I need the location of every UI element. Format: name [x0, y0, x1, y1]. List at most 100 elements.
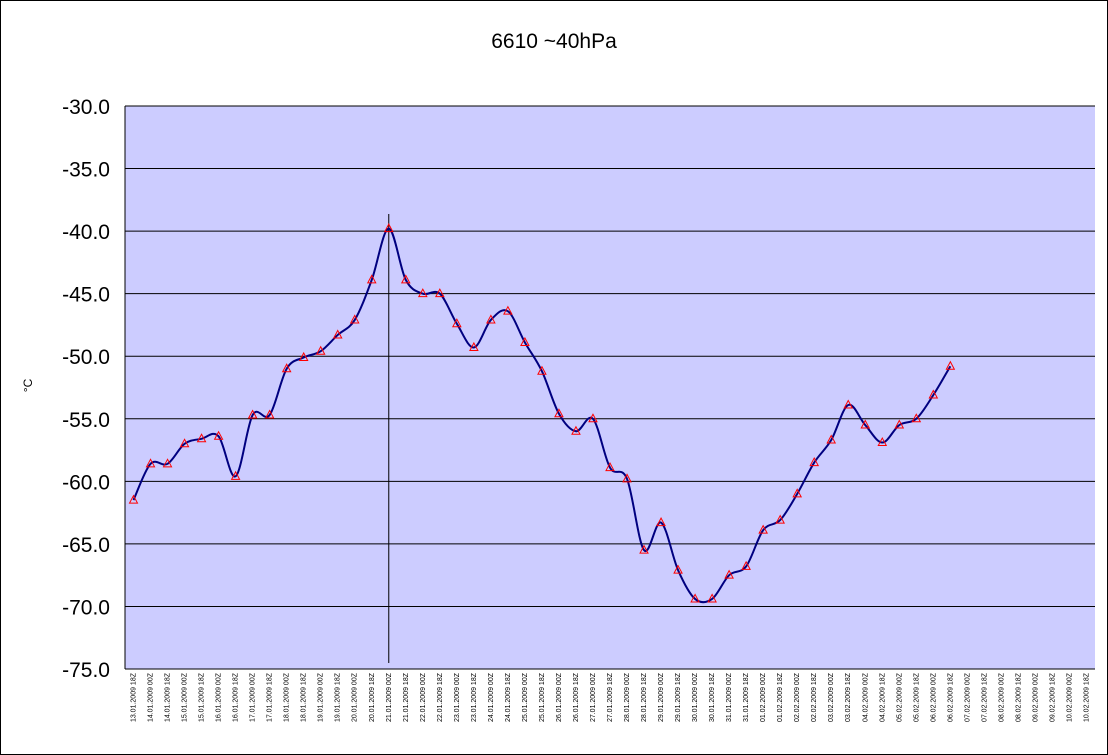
x-tick-label: 26.01.2009 00Z: [556, 672, 563, 722]
data-point: [792, 488, 803, 498]
y-tick-label: -30.0: [62, 96, 110, 119]
x-tick-label: 26.01.2009 18Z: [573, 672, 580, 722]
x-tick-label: 06.02.2009 18Z: [947, 672, 954, 722]
data-point: [366, 274, 377, 284]
data-point: [707, 593, 717, 603]
data-point: [315, 345, 326, 355]
y-tick-label: -55.0: [62, 409, 110, 432]
y-tick-label: -40.0: [62, 221, 110, 244]
x-tick-label: 15.01.2009 18Z: [199, 672, 206, 722]
data-point: [945, 360, 956, 370]
x-tick-label: 20.01.2009 00Z: [352, 672, 359, 722]
data-point: [247, 409, 258, 419]
y-tick-label: -75.0: [62, 659, 110, 682]
data-point: [332, 329, 343, 339]
x-tick-label: 25.01.2009 00Z: [522, 672, 529, 722]
data-point: [452, 318, 462, 328]
data-point: [911, 413, 922, 423]
data-point: [860, 419, 871, 429]
data-point: [843, 399, 854, 409]
x-tick-label: 30.01.2009 18Z: [709, 672, 716, 722]
data-point: [656, 517, 666, 527]
data-point: [724, 569, 734, 579]
data-point: [145, 458, 156, 468]
data-point: [503, 305, 513, 315]
x-tick-label: 17.01.2009 00Z: [250, 672, 257, 722]
data-point: [162, 458, 173, 468]
x-tick-label: 07.02.2009 00Z: [964, 672, 971, 722]
data-point: [622, 473, 632, 483]
y-tick-label: -50.0: [62, 346, 110, 369]
x-tick-label: 19.01.2009 00Z: [318, 672, 325, 722]
x-tick-label: 21.01.2009 18Z: [403, 672, 410, 722]
y-axis-ticks: -75.0 -70.0 -65.0 -60.0 -55.0 -50.0 -45.0 -40.0…: [62, 96, 110, 682]
data-point: [128, 494, 139, 504]
x-tick-label: 31.01.2009 18Z: [743, 672, 750, 722]
data-point: [809, 457, 820, 467]
x-tick-label: 20.01.2009 18Z: [369, 672, 376, 722]
x-tick-label: 09.02.2009 18Z: [1049, 672, 1056, 722]
data-point: [383, 223, 394, 233]
x-tick-label: 27.01.2009 00Z: [590, 672, 597, 722]
x-tick-label: 01.02.2009 18Z: [777, 672, 784, 722]
x-tick-label: 16.01.2009 18Z: [233, 672, 240, 722]
data-point: [434, 288, 445, 298]
chart-title: 6610 ~40hPa: [491, 30, 617, 53]
data-point: [230, 470, 241, 480]
x-tick-label: 03.02.2009 18Z: [845, 672, 852, 722]
x-tick-label: 10.02.2009 00Z: [1066, 672, 1073, 722]
data-point: [826, 434, 837, 444]
data-points: [128, 223, 956, 603]
data-point: [179, 438, 190, 448]
x-tick-label: 08.02.2009 00Z: [998, 672, 1005, 722]
x-tick-label: 29.01.2009 18Z: [675, 672, 682, 722]
data-point: [486, 314, 496, 324]
x-tick-label: 30.01.2009 00Z: [692, 672, 699, 722]
y-tick-label: -60.0: [62, 471, 110, 494]
x-tick-label: 24.01.2009 00Z: [488, 672, 495, 722]
x-tick-label: 28.01.2009 00Z: [624, 672, 631, 722]
x-tick-label: 01.02.2009 00Z: [760, 672, 767, 722]
data-point: [196, 433, 207, 443]
x-tick-label: 05.02.2009 18Z: [913, 672, 920, 722]
x-tick-label: 14.01.2009 18Z: [165, 672, 172, 722]
x-tick-label: 15.01.2009 00Z: [182, 672, 189, 722]
x-tick-label: 29.01.2009 00Z: [658, 672, 665, 722]
x-tick-label: 16.01.2009 00Z: [216, 672, 223, 722]
data-point: [690, 593, 700, 603]
y-tick-label: -70.0: [62, 596, 110, 619]
data-point: [639, 544, 649, 554]
x-tick-label: 22.01.2009 00Z: [420, 672, 427, 722]
data-point: [877, 436, 888, 447]
x-tick-label: 23.01.2009 00Z: [454, 672, 461, 722]
series-line: [132, 227, 952, 604]
x-tick-label: 06.02.2009 00Z: [930, 672, 937, 722]
x-tick-label: 02.02.2009 00Z: [794, 672, 801, 722]
x-tick-label: 23.01.2009 18Z: [471, 672, 478, 722]
x-tick-label: 10.02.2009 18Z: [1083, 672, 1090, 722]
x-tick-label: 25.01.2009 18Z: [539, 672, 546, 722]
x-tick-label: 07.02.2009 18Z: [981, 672, 988, 722]
data-point: [400, 274, 411, 284]
x-tick-label: 03.02.2009 00Z: [828, 672, 835, 722]
data-point: [554, 408, 564, 418]
data-point: [298, 351, 309, 361]
x-tick-label: 27.01.2009 18Z: [607, 672, 614, 722]
data-point: [588, 413, 598, 423]
data-point: [213, 430, 224, 440]
data-point: [605, 462, 615, 472]
plot-area: [125, 106, 1095, 669]
x-tick-label: 22.01.2009 18Z: [437, 672, 444, 722]
data-point: [349, 314, 360, 324]
data-point: [741, 560, 751, 570]
y-tick-label: -65.0: [62, 534, 110, 557]
gridlines: [124, 105, 1095, 670]
data-point: [673, 564, 683, 574]
data-point: [758, 524, 768, 534]
x-tick-label: 05.02.2009 00Z: [896, 672, 903, 722]
x-tick-label: 13.01.2009 18Z: [131, 672, 138, 722]
x-tick-label: 02.02.2009 18Z: [811, 672, 818, 722]
x-tick-label: 17.01.2009 18Z: [267, 672, 274, 722]
data-point: [571, 425, 581, 435]
